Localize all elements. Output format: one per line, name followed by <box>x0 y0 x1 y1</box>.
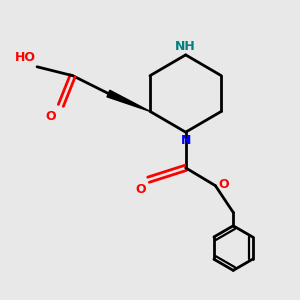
Text: N: N <box>181 134 191 147</box>
Text: O: O <box>218 178 229 191</box>
Text: O: O <box>46 110 56 123</box>
Text: O: O <box>135 183 146 196</box>
Text: HO: HO <box>15 51 36 64</box>
Polygon shape <box>107 90 150 111</box>
Text: NH: NH <box>175 40 196 53</box>
